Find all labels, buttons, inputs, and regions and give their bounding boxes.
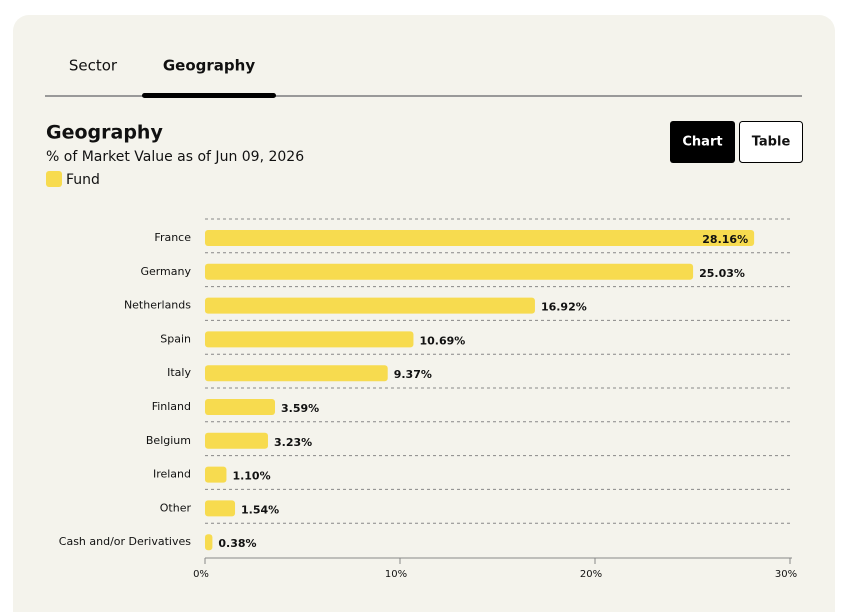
value-label: 3.23%: [274, 436, 312, 449]
bar: [205, 534, 213, 551]
bar: [205, 263, 694, 280]
tab[interactable]: Sector: [69, 57, 118, 75]
bar: [205, 297, 535, 314]
y-tick-label: Italy: [167, 366, 191, 379]
legend-label: Fund: [66, 172, 100, 188]
value-label: 3.59%: [281, 402, 319, 415]
y-tick-label: Belgium: [146, 434, 191, 447]
bar: [205, 466, 227, 483]
y-tick-label: Other: [160, 501, 192, 514]
plot: 0% 10% 20% 30% France 28.16% Germany 25.03% Neth…: [59, 218, 797, 580]
bar: [205, 399, 276, 415]
x-tick-label: 10%: [385, 569, 407, 580]
value-label: 16.92%: [541, 301, 587, 314]
bar: [205, 500, 236, 517]
y-tick-label: France: [154, 231, 191, 244]
chart-button[interactable]: [670, 121, 735, 163]
bar: [205, 365, 388, 382]
tab-active[interactable]: Geography: [163, 57, 255, 75]
y-tick-label: Cash and/or Derivatives: [59, 535, 191, 548]
value-label: 28.16%: [702, 233, 748, 246]
table-button-label[interactable]: Table: [752, 135, 791, 150]
x-tick-label: 20%: [580, 569, 602, 580]
value-label: 0.38%: [218, 537, 256, 550]
x-tick-label: 30%: [775, 569, 797, 580]
bar: [205, 432, 268, 449]
tab-indicator: [142, 93, 276, 98]
value-label: 10.69%: [419, 334, 465, 347]
chart-button-label[interactable]: Chart: [682, 135, 722, 150]
legend-swatch: [46, 171, 62, 187]
bar: [205, 230, 755, 246]
value-label: 1.10%: [232, 470, 270, 483]
chart-subtitle: % of Market Value as of Jun 09, 2026: [46, 149, 304, 165]
value-label: 1.54%: [241, 503, 279, 516]
value-label: 25.03%: [699, 267, 745, 280]
y-tick-label: Finland: [152, 400, 191, 413]
value-label: 9.37%: [394, 368, 432, 381]
x-tick-label: 0%: [193, 569, 209, 580]
y-tick-label: Netherlands: [124, 299, 191, 312]
bar: [205, 331, 414, 348]
table-button[interactable]: [739, 121, 803, 163]
y-tick-label: Spain: [160, 332, 191, 345]
y-tick-label: Germany: [140, 265, 191, 278]
y-tick-label: Ireland: [153, 468, 191, 481]
chart-title: Geography: [46, 122, 163, 144]
